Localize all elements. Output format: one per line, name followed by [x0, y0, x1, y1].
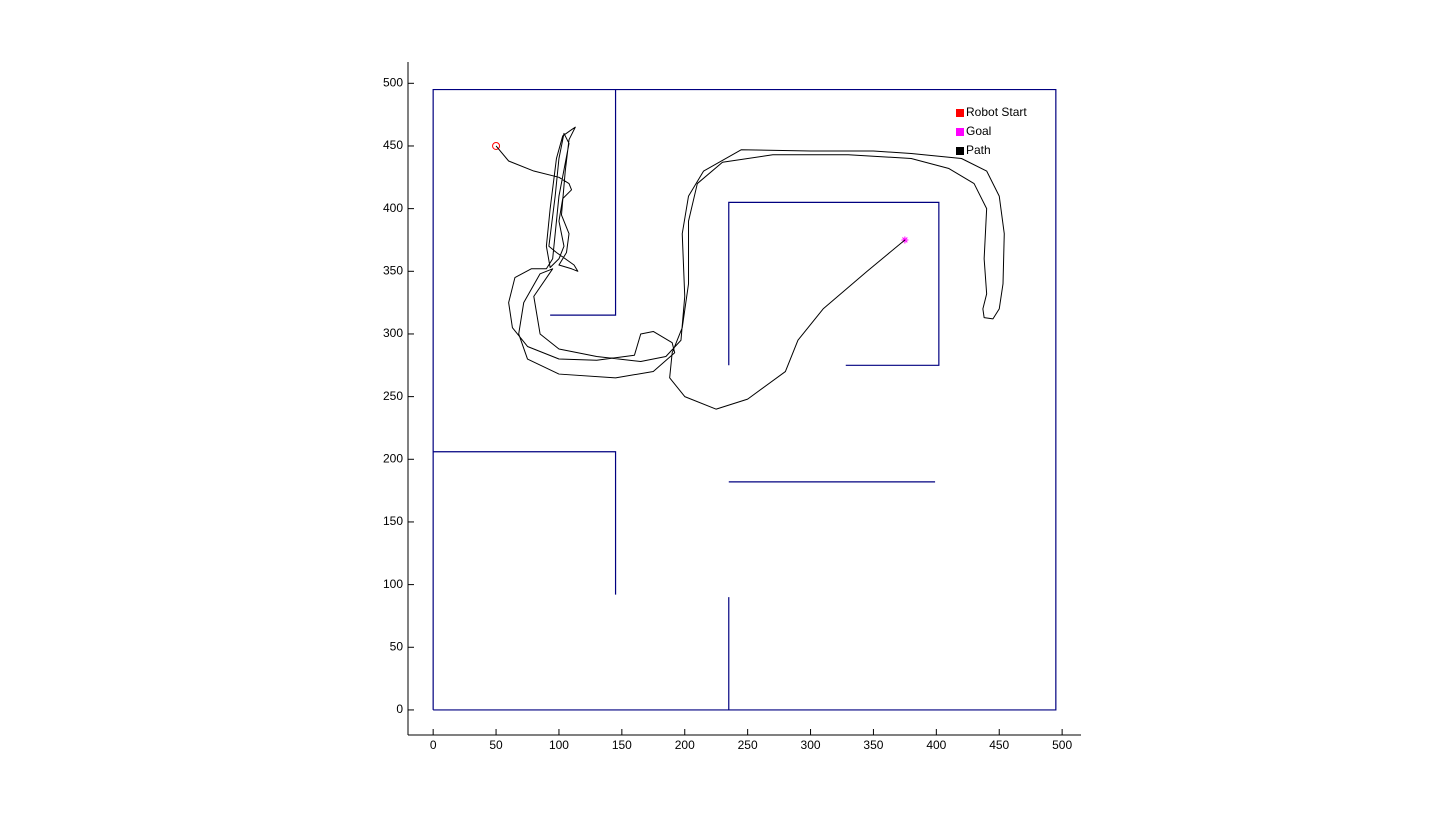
- legend-label: Robot Start: [966, 105, 1027, 119]
- path-line: [495, 126, 1005, 410]
- y-tick-label: 100: [383, 577, 403, 591]
- y-tick-label: 50: [390, 639, 404, 653]
- x-tick-label: 250: [738, 738, 758, 752]
- wall: [550, 89, 617, 316]
- x-tick-label: 300: [801, 738, 821, 752]
- y-tick-label: 450: [383, 138, 403, 152]
- x-tick-label: 450: [989, 738, 1009, 752]
- x-tick-label: 0: [430, 738, 437, 752]
- y-tick-label: 0: [396, 702, 403, 716]
- x-tick-label: 150: [612, 738, 632, 752]
- x-tick-label: 500: [1052, 738, 1072, 752]
- x-tick-label: 50: [489, 738, 503, 752]
- legend-swatch: [956, 147, 964, 155]
- start-marker: [492, 141, 501, 150]
- y-tick-label: 500: [383, 75, 403, 89]
- y-tick-label: 300: [383, 326, 403, 340]
- legend-swatch: [956, 109, 964, 117]
- legend-label: Goal: [966, 124, 991, 138]
- legend-swatch: [956, 128, 964, 136]
- y-tick-label: 150: [383, 514, 403, 528]
- wall: [432, 88, 1057, 711]
- y-tick-label: 250: [383, 389, 403, 403]
- y-tick-label: 350: [383, 263, 403, 277]
- x-tick-label: 350: [863, 738, 883, 752]
- wall: [433, 451, 617, 595]
- wall: [728, 201, 940, 366]
- x-tick-label: 400: [926, 738, 946, 752]
- x-tick-label: 100: [549, 738, 569, 752]
- legend-label: Path: [966, 143, 991, 157]
- x-tick-label: 200: [675, 738, 695, 752]
- y-tick-label: 200: [383, 451, 403, 465]
- y-tick-label: 400: [383, 201, 403, 215]
